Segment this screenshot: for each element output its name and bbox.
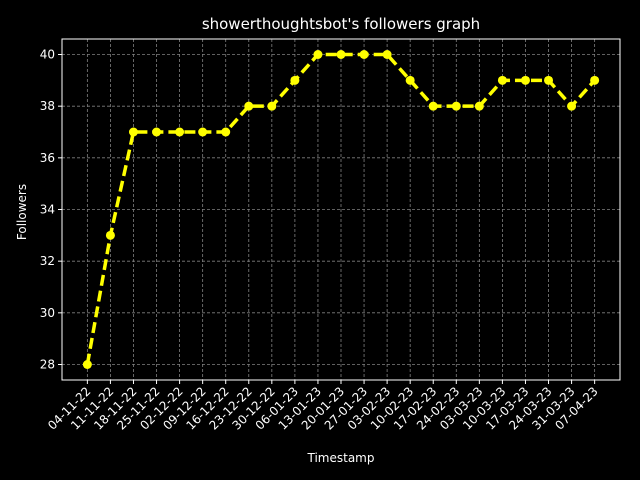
data-point <box>544 75 554 85</box>
y-axis-label: Followers <box>15 184 29 240</box>
data-point <box>497 75 507 85</box>
data-point <box>451 101 461 111</box>
data-point <box>105 230 115 240</box>
data-point <box>198 127 208 137</box>
y-tick-label: 36 <box>40 151 55 165</box>
data-point <box>590 75 600 85</box>
y-tick-label: 28 <box>40 358 55 372</box>
data-point <box>567 101 577 111</box>
data-point <box>520 75 530 85</box>
data-point <box>428 101 438 111</box>
x-axis-label: Timestamp <box>307 451 375 465</box>
data-point <box>244 101 254 111</box>
series-followers <box>82 50 600 369</box>
x-axis-ticks: 04-11-2211-11-2218-11-2225-11-2202-12-22… <box>45 380 601 433</box>
data-point <box>221 127 231 137</box>
data-point <box>175 127 185 137</box>
data-point <box>128 127 138 137</box>
y-tick-label: 30 <box>40 306 55 320</box>
y-tick-label: 40 <box>40 48 55 62</box>
y-tick-label: 34 <box>40 203 55 217</box>
series-line <box>85 52 596 365</box>
grid-lines <box>62 39 620 380</box>
y-tick-label: 38 <box>40 99 55 113</box>
data-point <box>267 101 277 111</box>
data-point <box>405 75 415 85</box>
data-point <box>336 50 346 59</box>
data-point <box>290 75 300 85</box>
y-tick-label: 32 <box>40 254 55 268</box>
data-point <box>359 50 369 59</box>
y-axis-ticks: 28 30 32 34 36 38 40 <box>40 48 62 372</box>
data-point <box>313 50 323 59</box>
chart-title: showerthoughtsbot's followers graph <box>202 15 480 33</box>
data-point <box>382 50 392 59</box>
data-point <box>152 127 162 137</box>
data-point <box>82 360 92 369</box>
data-point <box>474 101 484 111</box>
